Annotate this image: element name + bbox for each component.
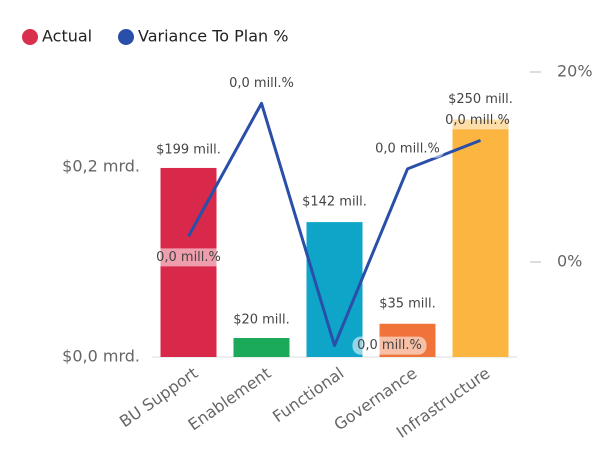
y2-tick-label: 0% (557, 252, 582, 271)
bar-data-label: $250 mill. (448, 92, 513, 107)
bar (233, 338, 290, 357)
legend-swatch-variance (118, 29, 134, 45)
bar (306, 222, 363, 357)
bar (452, 119, 509, 357)
line-data-label: 0,0 mill.% (445, 113, 510, 128)
line-data-label: 0,0 mill.% (156, 250, 221, 265)
data-label-bg (370, 139, 445, 158)
line-data-label: 0,0 mill.% (375, 141, 440, 156)
x-tick-label: Enablement (185, 363, 275, 434)
y2-tick-label: 20% (557, 62, 593, 81)
bar-data-label: $35 mill. (379, 296, 436, 311)
y-tick-label: $0,2 mrd. (62, 157, 140, 176)
legend-swatch-actual (22, 29, 38, 45)
bar-data-label: $199 mill. (156, 142, 221, 157)
data-label-bg (440, 111, 515, 130)
line (187, 101, 482, 348)
data-label-bg (352, 336, 427, 355)
line-data-label: 0,0 mill.% (229, 76, 294, 91)
data-label-bg (151, 248, 226, 267)
data-label-bg (224, 74, 299, 93)
legend-label: Actual (42, 27, 92, 46)
line-data-label: 0,0 mill.% (357, 338, 422, 353)
bar-data-label: $20 mill. (233, 313, 290, 328)
y-tick-label: $0,0 mrd. (62, 347, 140, 366)
legend-label: Variance To Plan % (138, 27, 288, 46)
bar-data-label: $142 mill. (302, 195, 367, 210)
